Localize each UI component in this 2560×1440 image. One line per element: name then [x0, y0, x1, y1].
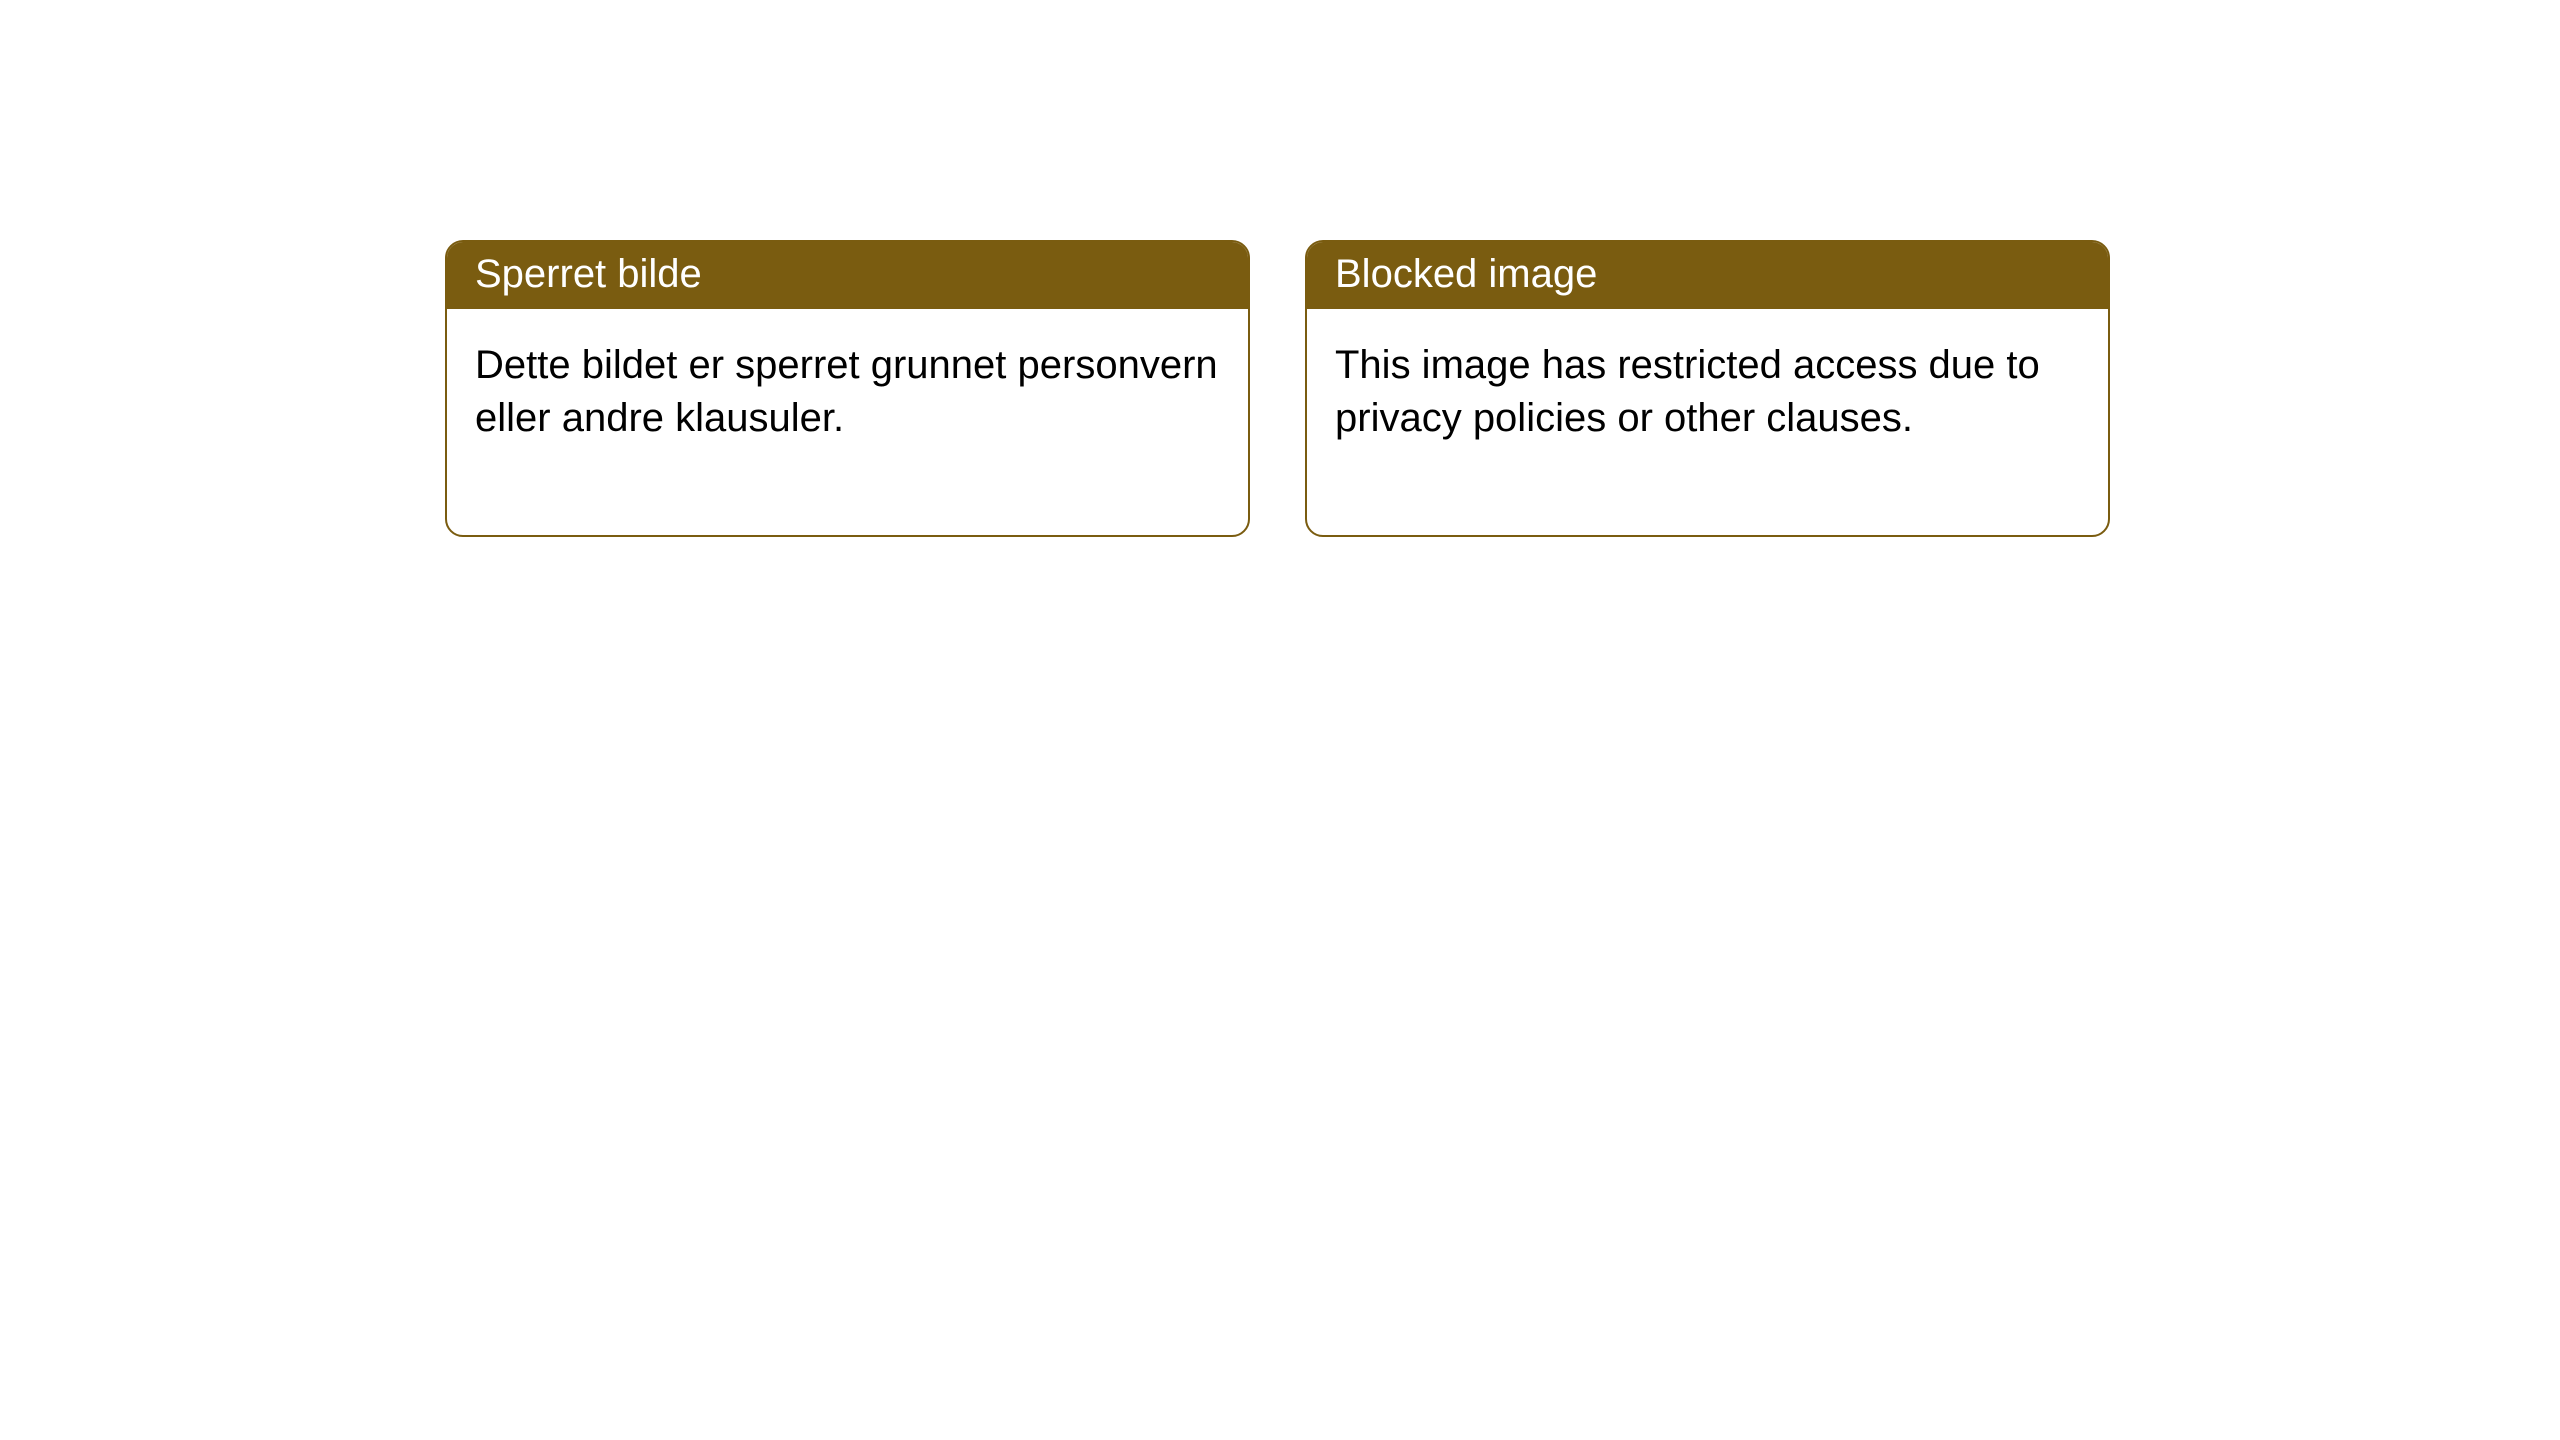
notice-card-no: Sperret bilde Dette bildet er sperret gr… — [445, 240, 1250, 537]
notice-card-en: Blocked image This image has restricted … — [1305, 240, 2110, 537]
notice-container: Sperret bilde Dette bildet er sperret gr… — [0, 0, 2560, 537]
notice-body-no: Dette bildet er sperret grunnet personve… — [447, 309, 1248, 535]
notice-title-en: Blocked image — [1307, 242, 2108, 309]
notice-body-en: This image has restricted access due to … — [1307, 309, 2108, 535]
notice-title-no: Sperret bilde — [447, 242, 1248, 309]
